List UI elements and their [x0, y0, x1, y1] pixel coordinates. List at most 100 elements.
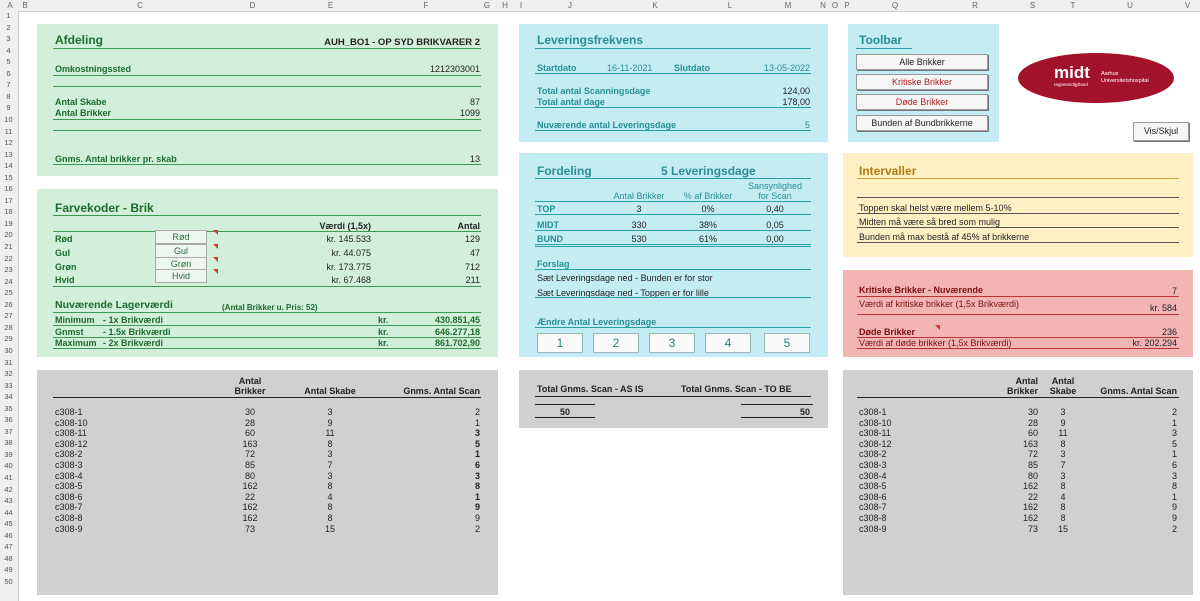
doede-title: Døde Brikker: [859, 327, 916, 337]
r-col-antal-skabe-2: Skabe: [1049, 386, 1077, 396]
row-header-28[interactable]: 28: [4, 322, 13, 332]
lager-max-label: Maximum: [55, 338, 97, 348]
column-header-g[interactable]: G: [483, 1, 491, 10]
doede-brikker-button[interactable]: Døde Brikker: [856, 94, 988, 110]
row-header-38[interactable]: 38: [4, 438, 13, 448]
row-header-14[interactable]: 14: [4, 161, 13, 171]
row-header-12[interactable]: 12: [4, 138, 13, 148]
row-header-44[interactable]: 44: [4, 507, 13, 517]
row-header-11[interactable]: 11: [4, 126, 13, 136]
table-row-scan: 9: [1171, 502, 1177, 513]
column-header-d[interactable]: D: [249, 1, 256, 10]
row-header-36[interactable]: 36: [4, 415, 13, 425]
row-header-3[interactable]: 3: [6, 34, 11, 44]
row-header-41[interactable]: 41: [4, 473, 13, 482]
row-header-50[interactable]: 50: [4, 576, 13, 586]
row-header-37[interactable]: 37: [4, 426, 13, 436]
table-row-brikker: 162: [242, 502, 258, 513]
row-header-42[interactable]: 42: [4, 484, 13, 494]
row-header-6[interactable]: 6: [6, 68, 11, 78]
row-header-29[interactable]: 29: [4, 334, 13, 344]
gul-filter-button[interactable]: Gul: [155, 244, 207, 258]
lager-gnmst-kr: kr.: [378, 327, 389, 337]
column-header-q[interactable]: Q: [891, 1, 899, 10]
column-header-e[interactable]: E: [327, 1, 334, 10]
column-header-m[interactable]: M: [784, 1, 792, 10]
column-header-b[interactable]: B: [22, 1, 28, 10]
row-header-31[interactable]: 31: [4, 357, 13, 367]
row-header-25[interactable]: 25: [4, 288, 13, 298]
column-header-s[interactable]: S: [1029, 1, 1036, 10]
row-header-46[interactable]: 46: [4, 530, 13, 540]
column-header-j[interactable]: J: [568, 1, 572, 10]
column-header-n[interactable]: N: [820, 1, 826, 10]
row-header-7[interactable]: 7: [6, 80, 11, 90]
row-header-16[interactable]: 16: [4, 184, 13, 194]
row-header-35[interactable]: 35: [4, 403, 13, 413]
table-row-brikker: 60: [244, 428, 255, 439]
row-header-32[interactable]: 32: [4, 369, 13, 379]
row-header-24[interactable]: 24: [4, 276, 13, 286]
row-header-5[interactable]: 5: [6, 57, 11, 67]
row-header-45[interactable]: 45: [4, 519, 13, 529]
column-header-k[interactable]: K: [652, 1, 658, 10]
column-header-l[interactable]: L: [727, 1, 733, 10]
leveringsdage-button-4[interactable]: 4: [705, 333, 751, 353]
row-header-13[interactable]: 13: [4, 149, 13, 159]
row-header-27[interactable]: 27: [4, 311, 13, 321]
row-header-23[interactable]: 23: [4, 265, 13, 275]
table-row-scan: 6: [474, 460, 480, 470]
row-header-34[interactable]: 34: [4, 392, 13, 402]
row-header-2[interactable]: 2: [6, 22, 11, 32]
row-header-33[interactable]: 33: [4, 380, 13, 390]
column-header-h[interactable]: H: [502, 1, 508, 10]
vis-skjul-button[interactable]: Vis/Skjul: [1133, 122, 1189, 141]
col-antal-brikker-2: Brikker: [234, 386, 266, 396]
kritiske-brikker-button[interactable]: Kritiske Brikker: [856, 74, 988, 90]
leveringsdage-button-1[interactable]: 1: [537, 333, 583, 353]
column-header-r[interactable]: R: [972, 1, 978, 10]
row-header-47[interactable]: 47: [4, 542, 13, 552]
row-header-8[interactable]: 8: [6, 91, 11, 101]
row-header-26[interactable]: 26: [4, 299, 13, 309]
bunden-button[interactable]: Bunden af Bundbrikkerne: [856, 115, 988, 131]
alle-brikker-button[interactable]: Alle Brikker: [856, 54, 988, 70]
leveringsdage-button-5[interactable]: 5: [764, 333, 810, 353]
table-row-skabe: 8: [1060, 438, 1066, 449]
leveringsdage-button-3[interactable]: 3: [649, 333, 695, 353]
row-header-1[interactable]: 1: [6, 11, 11, 20]
row-header-4[interactable]: 4: [6, 45, 11, 55]
row-header-22[interactable]: 22: [4, 253, 13, 263]
row-header-43[interactable]: 43: [4, 496, 13, 506]
row-header-39[interactable]: 39: [4, 449, 13, 459]
leveringsdage-button-2[interactable]: 2: [593, 333, 639, 353]
column-header-v[interactable]: V: [1184, 1, 1191, 10]
row-header-30[interactable]: 30: [4, 345, 13, 355]
column-header-i[interactable]: I: [519, 1, 523, 10]
row-header-19[interactable]: 19: [4, 218, 13, 228]
row-header-18[interactable]: 18: [4, 207, 13, 217]
row-header-20[interactable]: 20: [4, 230, 13, 240]
row-header-40[interactable]: 40: [4, 461, 13, 471]
column-header-c[interactable]: C: [137, 1, 143, 10]
column-header-u[interactable]: U: [1127, 1, 1133, 10]
row-header-15[interactable]: 15: [4, 172, 13, 182]
column-header-p[interactable]: P: [844, 1, 850, 10]
roed-filter-button[interactable]: Rød: [155, 230, 207, 244]
row-header-9[interactable]: 9: [6, 103, 11, 113]
row-header-10[interactable]: 10: [4, 114, 13, 124]
row-header-48[interactable]: 48: [4, 553, 13, 563]
toolbar-title: Toolbar: [859, 33, 903, 47]
hvid-filter-button[interactable]: Hvid: [155, 269, 207, 283]
gnms-brikker-label: Gnms. Antal brikker pr. skab: [55, 154, 177, 164]
table-row-brikker: 28: [244, 417, 255, 428]
row-header-21[interactable]: 21: [4, 242, 13, 251]
column-header-o[interactable]: O: [831, 1, 839, 10]
row-header-17[interactable]: 17: [4, 195, 13, 205]
table-row-name: c308-9: [55, 523, 83, 534]
column-header-f[interactable]: F: [423, 1, 429, 10]
column-header-a[interactable]: A: [7, 1, 13, 10]
column-header-t[interactable]: T: [1070, 1, 1076, 10]
farve-label-roed: Rød: [55, 234, 73, 244]
row-header-49[interactable]: 49: [4, 565, 13, 575]
